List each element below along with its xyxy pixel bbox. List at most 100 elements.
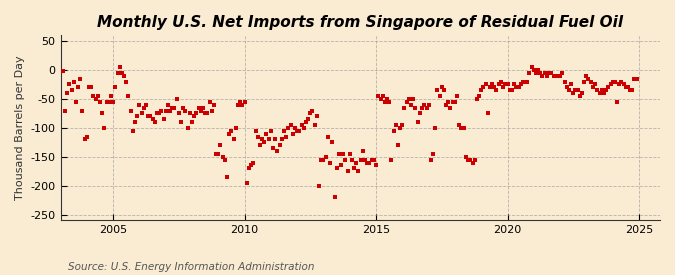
- Point: [513, 85, 524, 90]
- Point: [423, 103, 434, 107]
- Point: [386, 158, 397, 162]
- Point: [119, 74, 130, 78]
- Point: [369, 158, 379, 162]
- Point: [207, 108, 217, 113]
- Point: [373, 94, 383, 98]
- Point: [614, 82, 624, 87]
- Point: [524, 71, 535, 75]
- Point: [599, 91, 610, 95]
- Point: [362, 160, 373, 165]
- Point: [497, 85, 508, 90]
- Point: [450, 100, 460, 104]
- Point: [237, 103, 248, 107]
- Point: [445, 105, 456, 110]
- Point: [82, 134, 92, 139]
- Point: [66, 88, 77, 92]
- Point: [241, 181, 252, 185]
- Point: [562, 85, 572, 90]
- Point: [88, 94, 99, 98]
- Point: [335, 163, 346, 168]
- Point: [112, 71, 123, 75]
- Point: [340, 158, 351, 162]
- Point: [416, 105, 427, 110]
- Point: [548, 74, 559, 78]
- Point: [103, 100, 114, 104]
- Point: [270, 137, 281, 142]
- Point: [193, 105, 204, 110]
- Point: [314, 183, 325, 188]
- Point: [596, 88, 607, 92]
- Point: [346, 158, 357, 162]
- Point: [230, 126, 241, 130]
- Point: [448, 100, 458, 104]
- Point: [566, 82, 576, 87]
- Point: [61, 91, 72, 95]
- Point: [189, 114, 200, 119]
- Point: [410, 105, 421, 110]
- Point: [454, 123, 465, 127]
- Point: [149, 120, 160, 124]
- Point: [215, 143, 226, 147]
- Point: [474, 94, 485, 98]
- Point: [259, 140, 270, 145]
- Point: [209, 103, 219, 107]
- Point: [443, 100, 454, 104]
- Point: [136, 111, 147, 116]
- Point: [160, 108, 171, 113]
- Point: [618, 82, 629, 87]
- Point: [402, 100, 412, 104]
- Point: [221, 175, 232, 179]
- Point: [182, 126, 193, 130]
- Point: [509, 82, 520, 87]
- Point: [434, 94, 445, 98]
- Point: [325, 160, 335, 165]
- Point: [108, 100, 119, 104]
- Point: [500, 82, 511, 87]
- Point: [616, 79, 627, 84]
- Point: [239, 100, 250, 104]
- Point: [576, 91, 587, 95]
- Point: [610, 79, 620, 84]
- Point: [358, 149, 369, 153]
- Point: [246, 163, 256, 168]
- Point: [377, 94, 388, 98]
- Point: [522, 79, 533, 84]
- Point: [294, 128, 304, 133]
- Point: [520, 79, 531, 84]
- Point: [333, 152, 344, 156]
- Point: [80, 137, 90, 142]
- Point: [439, 88, 450, 92]
- Point: [320, 155, 331, 159]
- Point: [506, 88, 517, 92]
- Point: [57, 68, 68, 73]
- Point: [511, 85, 522, 90]
- Point: [555, 74, 566, 78]
- Point: [142, 114, 153, 119]
- Point: [388, 128, 399, 133]
- Point: [318, 158, 329, 162]
- Point: [583, 76, 594, 81]
- Point: [539, 71, 550, 75]
- Point: [491, 88, 502, 92]
- Title: Monthly U.S. Net Imports from Singapore of Residual Fuel Oil: Monthly U.S. Net Imports from Singapore …: [97, 15, 623, 30]
- Point: [625, 88, 636, 92]
- Point: [390, 123, 401, 127]
- Point: [356, 158, 367, 162]
- Point: [288, 131, 298, 136]
- Point: [68, 79, 79, 84]
- Point: [550, 74, 561, 78]
- Point: [110, 85, 121, 90]
- Point: [399, 105, 410, 110]
- Point: [395, 126, 406, 130]
- Point: [101, 100, 112, 104]
- Point: [274, 143, 285, 147]
- Point: [99, 126, 110, 130]
- Point: [418, 103, 429, 107]
- Point: [364, 160, 375, 165]
- Point: [265, 128, 276, 133]
- Point: [233, 103, 244, 107]
- Point: [202, 111, 213, 116]
- Point: [226, 128, 237, 133]
- Point: [543, 71, 554, 75]
- Point: [432, 88, 443, 92]
